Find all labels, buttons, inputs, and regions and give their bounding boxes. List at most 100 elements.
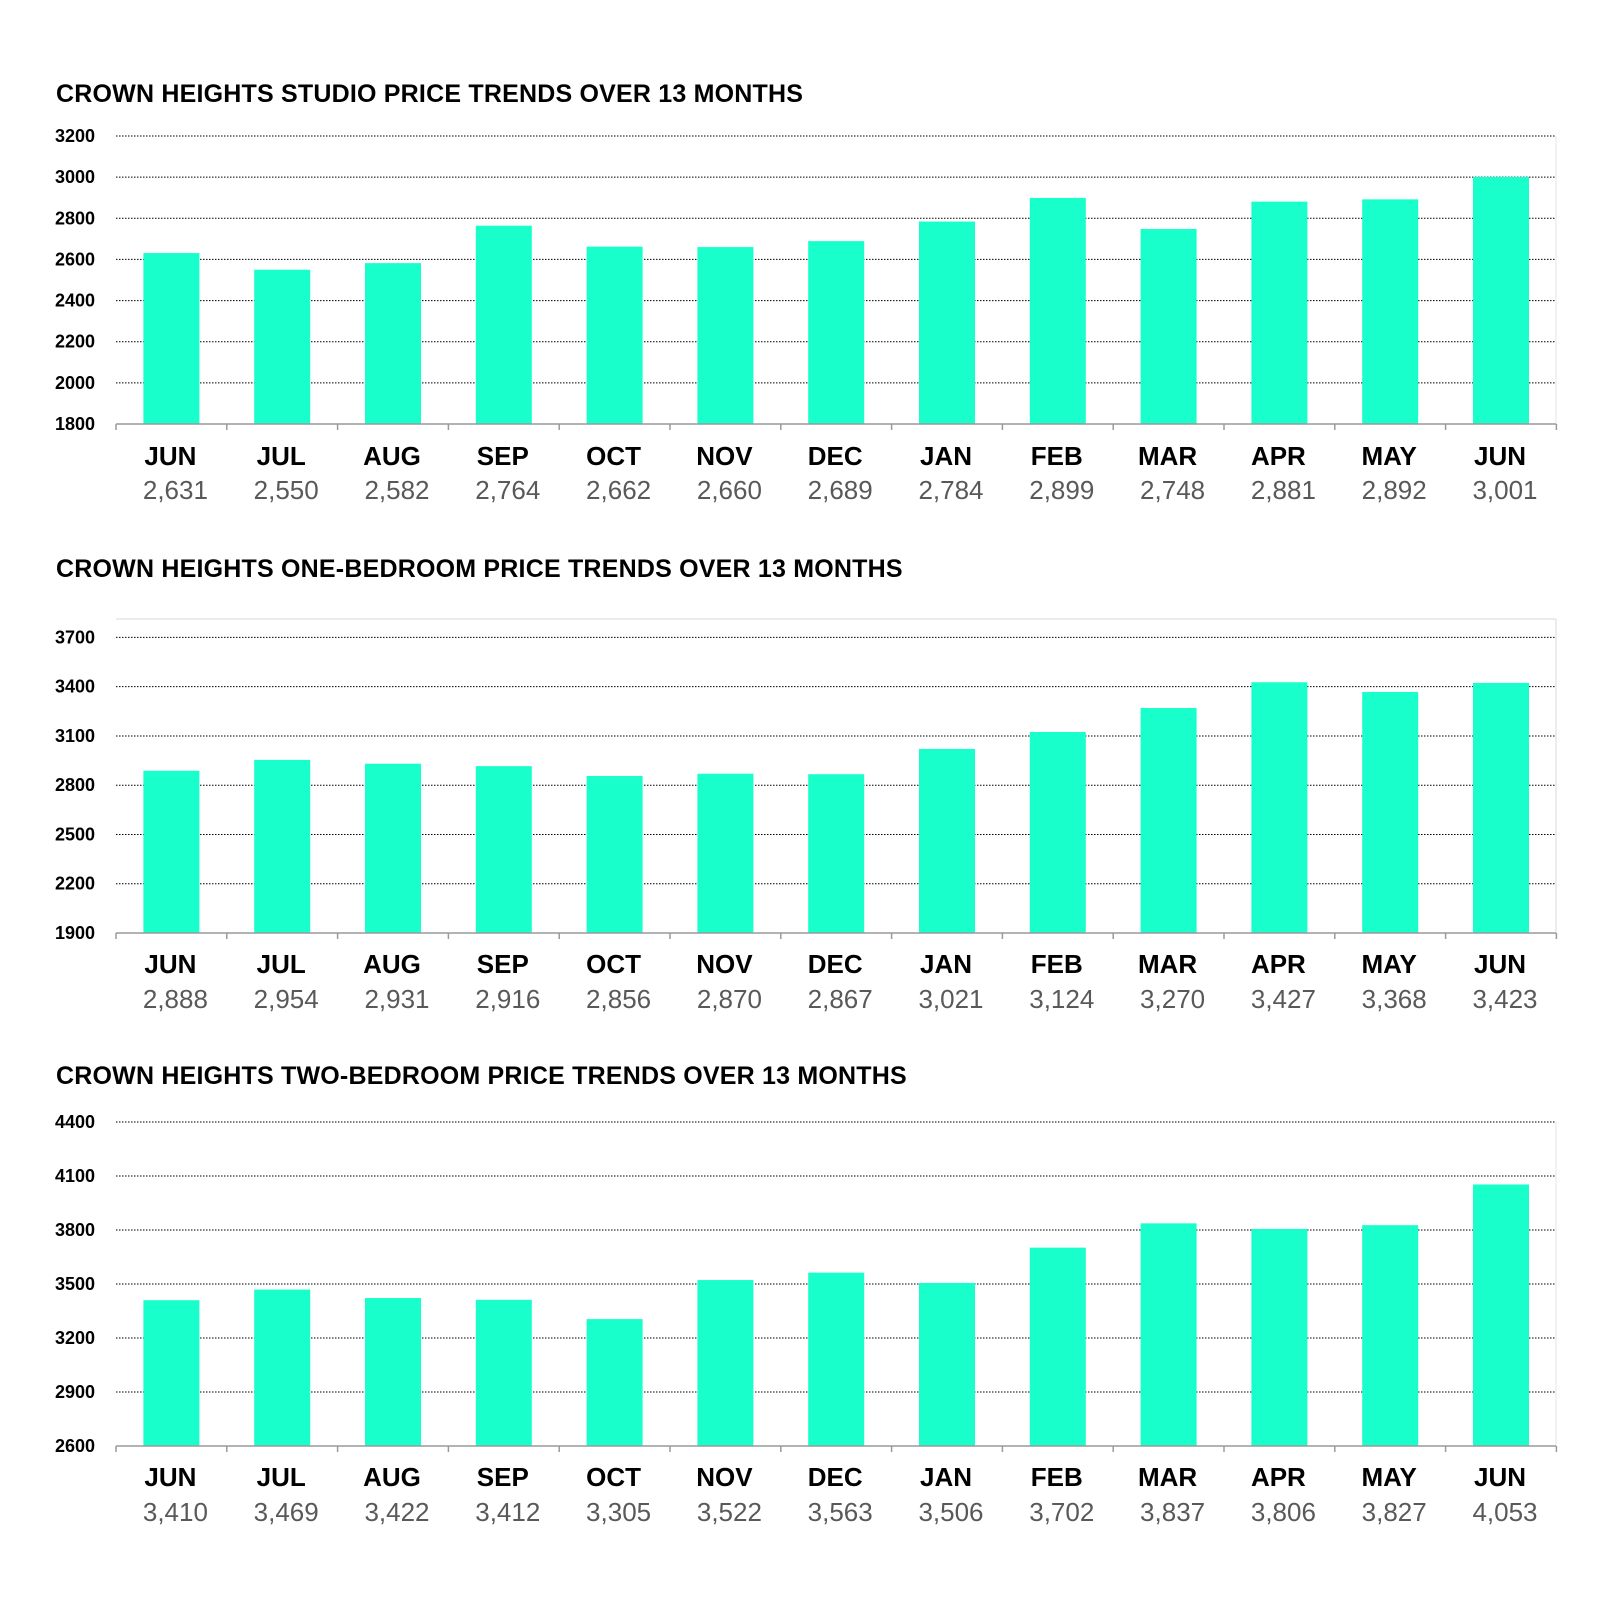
bar: [365, 1298, 421, 1446]
data-value-label: 2,582: [364, 475, 429, 505]
bar: [697, 1280, 754, 1446]
data-value-label: 2,867: [808, 984, 873, 1014]
bar: [919, 1282, 975, 1446]
bar: [254, 269, 311, 424]
x-category-label: MAR: [1138, 949, 1197, 979]
bar: [1251, 201, 1308, 424]
y-tick-label: 2900: [55, 1382, 95, 1402]
y-tick-label: 2800: [55, 775, 95, 795]
x-category-label: JUN: [144, 1462, 196, 1492]
bar: [808, 241, 865, 424]
x-category-label: OCT: [586, 441, 641, 471]
bar: [1029, 732, 1086, 933]
x-category-label: AUG: [363, 1462, 421, 1492]
bar: [697, 773, 754, 933]
data-value-label: 4,053: [1472, 1497, 1537, 1527]
bar: [143, 253, 200, 424]
x-category-label: JUN: [144, 949, 196, 979]
data-value-label: 3,837: [1140, 1497, 1205, 1527]
x-category-label: DEC: [808, 441, 863, 471]
data-value-label: 3,702: [1029, 1497, 1094, 1527]
bar: [365, 763, 421, 933]
y-tick-label: 2000: [55, 373, 95, 393]
bar: [1362, 1225, 1419, 1446]
data-value-label: 3,368: [1362, 984, 1427, 1014]
data-value-label: 2,916: [475, 984, 540, 1014]
bar: [475, 766, 532, 933]
bar: [365, 263, 421, 424]
data-value-label: 3,806: [1251, 1497, 1316, 1527]
x-category-label: MAY: [1362, 949, 1417, 979]
x-category-label: AUG: [363, 949, 421, 979]
data-value-label: 2,764: [475, 475, 540, 505]
data-value-label: 3,506: [918, 1497, 983, 1527]
y-tick-label: 4100: [55, 1166, 95, 1186]
x-category-label: MAY: [1362, 1462, 1417, 1492]
x-category-label: JUL: [257, 441, 306, 471]
data-value-label: 2,892: [1362, 475, 1427, 505]
y-tick-label: 3000: [55, 167, 95, 187]
bar: [1362, 199, 1419, 424]
x-category-label: OCT: [586, 949, 641, 979]
bar: [919, 748, 975, 933]
chart-title: CROWN HEIGHTS ONE-BEDROOM PRICE TRENDS O…: [56, 555, 903, 583]
bar: [586, 776, 643, 933]
data-value-label: 2,631: [143, 475, 208, 505]
y-tick-label: 3200: [55, 126, 95, 146]
data-value-label: 3,827: [1362, 1497, 1427, 1527]
bar: [697, 247, 754, 424]
bar: [254, 1289, 311, 1446]
y-tick-label: 2200: [55, 874, 95, 894]
bar: [475, 1299, 532, 1446]
x-category-label: JUN: [1474, 441, 1526, 471]
bar: [586, 246, 643, 424]
data-value-label: 2,870: [697, 984, 762, 1014]
data-value-label: 3,522: [697, 1497, 762, 1527]
x-category-label: MAR: [1138, 441, 1197, 471]
x-category-label: SEP: [477, 1462, 529, 1492]
x-category-label: SEP: [477, 949, 529, 979]
bar: [143, 1300, 200, 1446]
x-category-label: NOV: [696, 949, 753, 979]
y-tick-label: 2800: [55, 208, 95, 228]
y-tick-label: 2200: [55, 332, 95, 352]
x-category-label: JUN: [144, 441, 196, 471]
data-value-label: 2,899: [1029, 475, 1094, 505]
bar: [475, 225, 532, 424]
y-tick-label: 2500: [55, 824, 95, 844]
y-tick-label: 2400: [55, 291, 95, 311]
x-category-label: DEC: [808, 949, 863, 979]
x-category-label: OCT: [586, 1462, 641, 1492]
bar: [1473, 1184, 1529, 1446]
bar: [1251, 682, 1308, 933]
bar: [919, 221, 975, 424]
x-category-label: NOV: [696, 441, 753, 471]
x-category-label: MAY: [1362, 441, 1417, 471]
x-category-label: DEC: [808, 1462, 863, 1492]
x-category-label: JUN: [1474, 949, 1526, 979]
data-value-label: 2,954: [254, 984, 319, 1014]
bar: [586, 1319, 643, 1446]
bar: [1029, 1247, 1086, 1446]
bar: [1362, 691, 1419, 933]
y-tick-label: 3700: [55, 627, 95, 647]
chart-svg: 3700 3400 3100 2800 2500 2200 1900 JUN 2,888 JUL 2…: [55, 618, 1558, 1014]
x-category-label: JUL: [257, 1462, 306, 1492]
x-category-label: NOV: [696, 1462, 753, 1492]
bar: [1140, 228, 1197, 424]
chart-svg: 3200 3000 2800 2600 2400 2200 2000 1800 JUN 2,631…: [55, 126, 1558, 505]
bar: [143, 770, 200, 933]
y-tick-label: 2600: [55, 249, 95, 269]
y-tick-label: 4400: [55, 1112, 95, 1132]
data-value-label: 3,124: [1029, 984, 1094, 1014]
data-value-label: 2,689: [808, 475, 873, 505]
data-value-label: 2,784: [918, 475, 983, 505]
y-tick-label: 1800: [55, 414, 95, 434]
data-value-label: 3,412: [475, 1497, 540, 1527]
x-category-label: APR: [1251, 1462, 1306, 1492]
bar: [808, 1272, 865, 1446]
data-value-label: 2,662: [586, 475, 651, 505]
x-category-label: JUL: [257, 949, 306, 979]
x-category-label: AUG: [363, 441, 421, 471]
data-value-label: 3,270: [1140, 984, 1205, 1014]
